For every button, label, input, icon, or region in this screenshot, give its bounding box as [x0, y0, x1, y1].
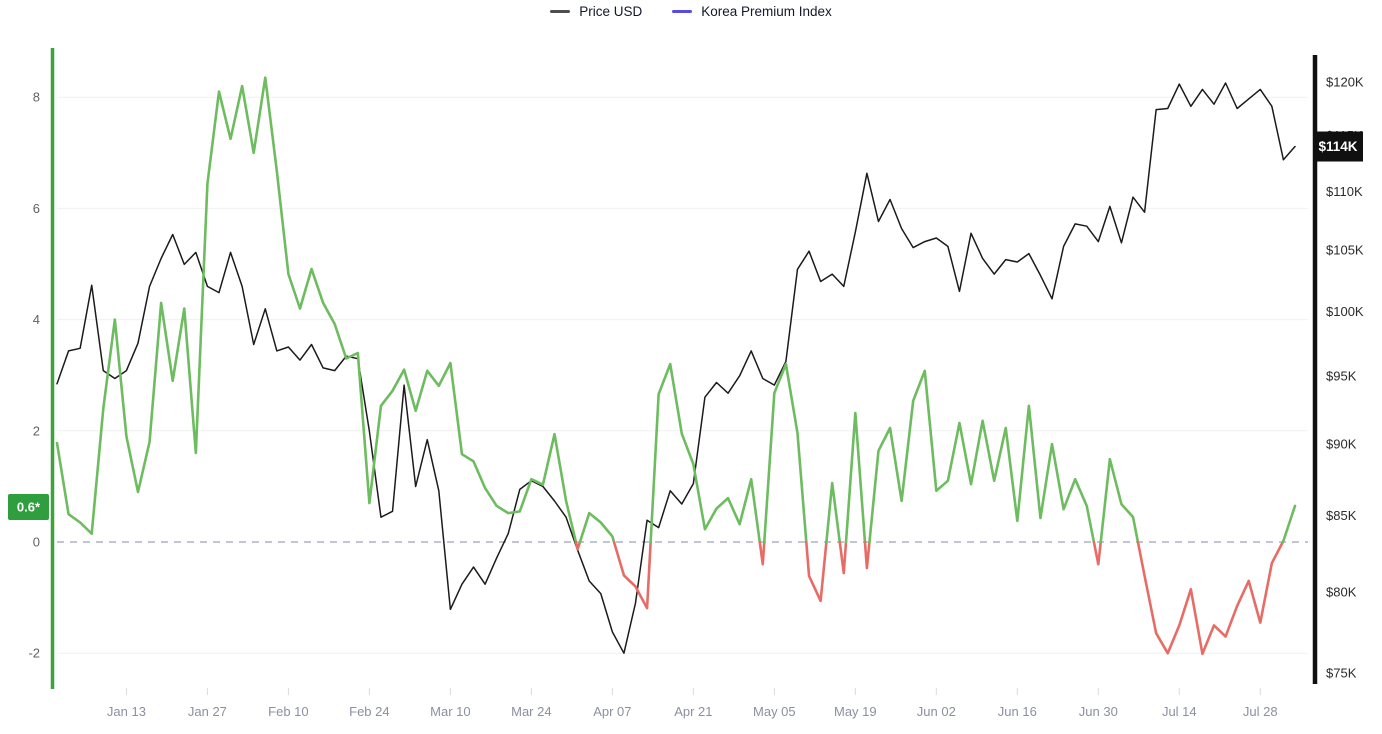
- korea-premium-line-negative: [805, 540, 828, 603]
- korea-premium-line-negative: [1136, 540, 1285, 656]
- korea-premium-line-positive: [868, 369, 1096, 544]
- korea-premium-line-positive: [55, 76, 578, 544]
- left-axis-label: 2: [33, 423, 40, 438]
- legend-label-korea-premium: Korea Premium Index: [701, 4, 832, 19]
- korea-premium-line-negative: [758, 540, 766, 566]
- chart-legend: Price USD Korea Premium Index: [0, 4, 1382, 19]
- left-axis-label: -2: [28, 646, 40, 661]
- x-axis-label: Apr 07: [593, 704, 631, 719]
- left-axis-label: 0: [33, 535, 40, 550]
- right-axis-label: $85K: [1326, 508, 1357, 523]
- x-axis-label: Apr 21: [674, 704, 712, 719]
- korea-premium-line-negative: [838, 540, 848, 575]
- korea-premium-line-positive: [578, 511, 616, 544]
- korea-premium-legend-dash-icon: [672, 10, 693, 13]
- left-axis-label: 6: [33, 201, 40, 216]
- price-value-badge: [1313, 131, 1363, 162]
- right-axis-label: $80K: [1326, 584, 1357, 599]
- x-axis-label: May 05: [753, 704, 796, 719]
- right-axis-label: $95K: [1326, 368, 1357, 383]
- premium-value-badge: [8, 493, 49, 520]
- price-usd-legend-dash-icon: [550, 10, 571, 13]
- x-axis-label: Jun 30: [1079, 704, 1118, 719]
- korea-premium-line-positive: [844, 411, 867, 544]
- legend-label-price-usd: Price USD: [579, 4, 643, 19]
- korea-premium-line-negative: [574, 540, 582, 551]
- x-axis-label: Jan 13: [107, 704, 146, 719]
- korea-premium-line-positive: [1099, 457, 1140, 544]
- x-axis-label: Jul 28: [1243, 704, 1278, 719]
- korea-premium-line-negative: [612, 540, 652, 610]
- x-axis-label: Jan 27: [188, 704, 227, 719]
- right-axis-label: $120K: [1326, 75, 1364, 90]
- price-usd-line: [56, 82, 1296, 654]
- x-axis-label: Mar 10: [430, 704, 470, 719]
- korea-premium-line-negative: [1092, 540, 1103, 566]
- right-axis-label: $110K: [1326, 184, 1363, 199]
- right-axis-label: $105K: [1326, 242, 1364, 257]
- left-axis-label: 8: [33, 90, 40, 105]
- x-axis-label: May 19: [834, 704, 877, 719]
- x-axis-label: Feb 24: [349, 704, 389, 719]
- price-value-badge-text: $114K: [1318, 139, 1357, 154]
- korea-premium-line-positive: [649, 362, 762, 544]
- korea-premium-line-negative: [863, 540, 871, 570]
- right-axis-label: $90K: [1326, 436, 1357, 451]
- premium-value-badge-text: 0.6*: [17, 499, 41, 514]
- korea-premium-line-positive: [825, 481, 842, 544]
- right-axis-label: $100K: [1326, 304, 1364, 319]
- x-axis-label: Feb 10: [268, 704, 308, 719]
- korea-premium-line-positive: [1281, 504, 1297, 544]
- legend-item-korea-premium[interactable]: Korea Premium Index: [672, 4, 832, 19]
- korea-premium-line-positive: [762, 362, 808, 544]
- legend-item-price-usd[interactable]: Price USD: [550, 4, 642, 19]
- left-axis-label: 4: [33, 312, 40, 327]
- x-axis-label: Jun 16: [998, 704, 1037, 719]
- x-axis-label: Mar 24: [511, 704, 551, 719]
- x-axis-label: Jul 14: [1162, 704, 1197, 719]
- x-axis-label: Jun 02: [917, 704, 956, 719]
- right-axis-label: $75K: [1326, 666, 1357, 681]
